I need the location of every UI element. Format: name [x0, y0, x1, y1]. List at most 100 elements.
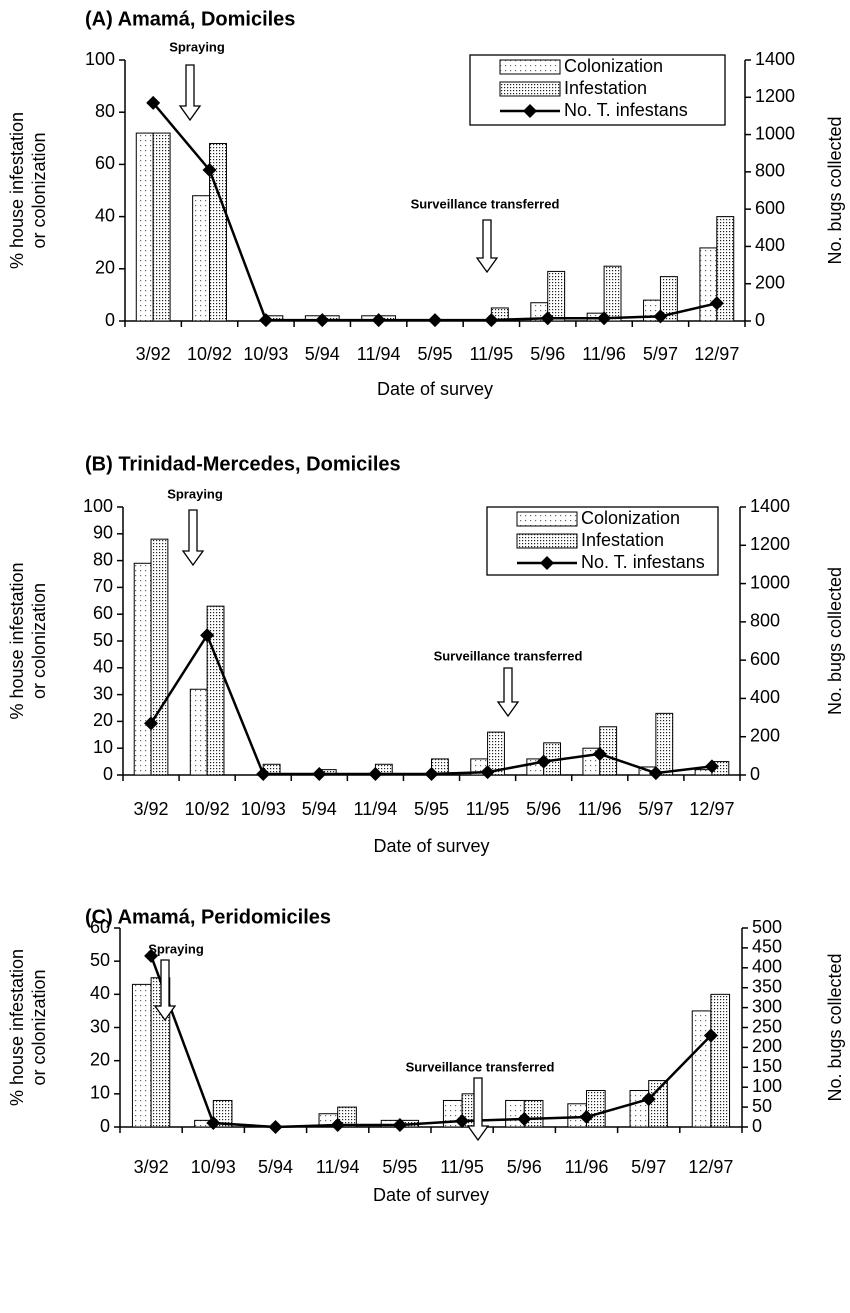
series-line	[149, 632, 713, 776]
line-marker	[540, 311, 555, 326]
y-tick-label: 60	[95, 153, 115, 173]
x-tick-label: 11/94	[357, 344, 401, 364]
x-tick-label: 5/95	[382, 1157, 417, 1177]
chart-title: (A) Amamá, Domiciles	[85, 8, 295, 30]
y-tick-label: 20	[93, 710, 113, 730]
series-line	[152, 102, 718, 322]
chart-title: (B) Trinidad-Mercedes, Domiciles	[85, 453, 401, 475]
x-tick-label: 5/97	[638, 799, 673, 819]
y2-tick-label: 600	[750, 649, 780, 669]
x-tick-label: 12/97	[694, 344, 739, 364]
annotation: Spraying	[169, 39, 225, 54]
y2-tick-label: 1400	[755, 49, 795, 69]
legend-label: Colonization	[581, 508, 680, 528]
line-marker	[202, 162, 217, 177]
legend-swatch	[499, 59, 561, 75]
y2-tick-label: 100	[752, 1076, 782, 1096]
x-tick-label: 10/93	[191, 1157, 236, 1177]
line-marker	[144, 716, 159, 731]
y-tick-label: 30	[93, 683, 113, 703]
bar	[152, 132, 171, 322]
y2-tick-label: 0	[755, 310, 765, 330]
annotation: Surveillance transferred	[411, 196, 560, 211]
line-marker	[709, 296, 724, 311]
y2-tick-label: 1400	[750, 496, 790, 516]
y2-tick-label: 1000	[755, 123, 795, 143]
line-marker	[536, 754, 551, 769]
x-tick-label: 10/93	[243, 344, 288, 364]
x-axis-label: Date of survey	[373, 1185, 489, 1205]
x-tick-label: 11/95	[466, 799, 510, 819]
x-tick-label: 11/96	[582, 344, 626, 364]
x-tick-label: 11/95	[470, 344, 514, 364]
line-marker	[455, 1114, 470, 1129]
y2-tick-label: 400	[755, 235, 785, 255]
x-tick-label: 5/97	[631, 1157, 666, 1177]
y-axis-label: % house infestation	[7, 949, 27, 1106]
y2-tick-label: 800	[755, 161, 785, 181]
x-tick-label: 5/94	[258, 1157, 293, 1177]
y2-axis-label: No. bugs collected	[825, 567, 845, 715]
y-tick-label: 0	[100, 1116, 110, 1136]
bar	[131, 983, 152, 1128]
bar	[192, 195, 211, 322]
annotation: Surveillance transferred	[406, 1059, 555, 1074]
line-marker	[517, 1112, 532, 1127]
bar	[691, 1010, 712, 1128]
legend-label: No. T. infestans	[581, 552, 705, 572]
bar	[648, 1080, 668, 1128]
y-tick-label: 100	[85, 49, 115, 69]
y2-tick-label: 400	[750, 687, 780, 707]
annotation: Surveillance transferred	[434, 648, 583, 663]
line-marker	[206, 1116, 221, 1131]
x-tick-label: 11/96	[565, 1157, 609, 1177]
y-tick-label: 20	[95, 258, 115, 278]
x-tick-label: 5/95	[417, 344, 452, 364]
annotation: Spraying	[167, 486, 223, 501]
line-marker	[371, 313, 386, 328]
y2-tick-label: 350	[752, 976, 782, 996]
x-tick-label: 5/94	[305, 344, 340, 364]
y-tick-label: 40	[90, 983, 110, 1003]
bar	[586, 1090, 606, 1128]
line-marker	[648, 766, 663, 781]
y2-tick-label: 600	[755, 198, 785, 218]
y-tick-label: 90	[93, 523, 113, 543]
line-marker	[704, 759, 719, 774]
x-tick-label: 11/94	[316, 1157, 360, 1177]
x-axis-label: Date of survey	[377, 379, 493, 399]
y-tick-label: 10	[90, 1083, 110, 1103]
y-tick-label: 0	[105, 310, 115, 330]
x-tick-label: 5/95	[414, 799, 449, 819]
y-tick-label: 20	[90, 1049, 110, 1069]
line-marker	[256, 767, 271, 782]
legend-marker	[540, 556, 554, 570]
y2-axis-label: No. bugs collected	[825, 116, 845, 264]
x-tick-label: 11/96	[578, 799, 622, 819]
legend-label: No. T. infestans	[564, 100, 688, 120]
chart-title: (C) Amamá, Peridomiciles	[85, 906, 331, 928]
bar	[133, 562, 152, 776]
x-tick-label: 10/92	[185, 799, 230, 819]
line-marker	[330, 1118, 345, 1133]
y2-tick-label: 150	[752, 1056, 782, 1076]
annotation-arrow	[496, 667, 520, 718]
line-marker	[268, 1120, 283, 1134]
bar	[212, 1099, 233, 1128]
legend-swatch	[499, 81, 561, 97]
bar	[487, 731, 505, 776]
legend-label: Colonization	[564, 56, 663, 76]
legend-label: Infestation	[564, 78, 647, 98]
line-marker	[258, 313, 273, 328]
legend-swatch	[516, 533, 578, 549]
y2-tick-label: 250	[752, 1016, 782, 1036]
line-marker	[703, 1028, 718, 1043]
y-tick-label: 50	[93, 630, 113, 650]
bar	[135, 132, 154, 322]
x-tick-label: 11/94	[354, 799, 398, 819]
bar	[655, 712, 674, 776]
bar	[659, 276, 678, 322]
x-axis-label: Date of survey	[373, 836, 489, 856]
y-tick-label: 100	[83, 496, 113, 516]
